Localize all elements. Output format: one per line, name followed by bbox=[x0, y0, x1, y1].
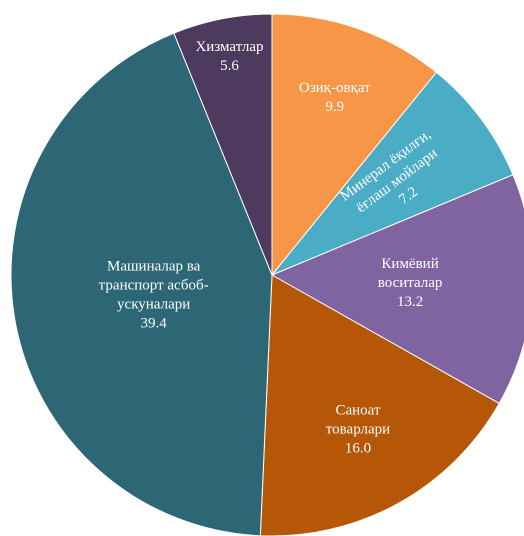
value-label: 39.4 bbox=[141, 315, 168, 331]
category-label: Кимёвий bbox=[381, 256, 438, 272]
slice-label: Машиналар ва транспорт асбоб-ускуналари 39… bbox=[99, 258, 209, 331]
value-label: 13.2 bbox=[397, 294, 423, 310]
category-label: транспорт асбоб- bbox=[99, 277, 209, 293]
category-label: Саноат bbox=[335, 403, 380, 419]
slice-label: Озиқ-овқат 9.9 bbox=[299, 80, 371, 115]
value-label: 9.9 bbox=[325, 99, 344, 115]
category-label: Машиналар ва bbox=[107, 258, 201, 274]
pie-slice bbox=[271, 13, 438, 277]
pie-slice bbox=[259, 274, 500, 536]
category-label: Озиқ-овқат bbox=[299, 80, 371, 96]
slice-label: Кимёвий воситалар 13.2 bbox=[378, 256, 443, 310]
value-label: 5.6 bbox=[220, 58, 239, 74]
pie-slice bbox=[173, 13, 273, 276]
category-label: ускуналари bbox=[117, 296, 190, 312]
pie-slice bbox=[271, 71, 514, 276]
value-label: 16.0 bbox=[345, 441, 371, 457]
category-label: товарлари bbox=[326, 422, 390, 438]
slice-label: Хизматлар 5.6 bbox=[195, 39, 263, 74]
slice-label: Саноат товарлари 16.0 bbox=[326, 403, 390, 457]
category-label: воситалар bbox=[378, 275, 443, 291]
category-label: Хизматлар bbox=[195, 39, 263, 55]
pie-slice bbox=[10, 32, 273, 536]
pie-slice bbox=[270, 174, 524, 405]
